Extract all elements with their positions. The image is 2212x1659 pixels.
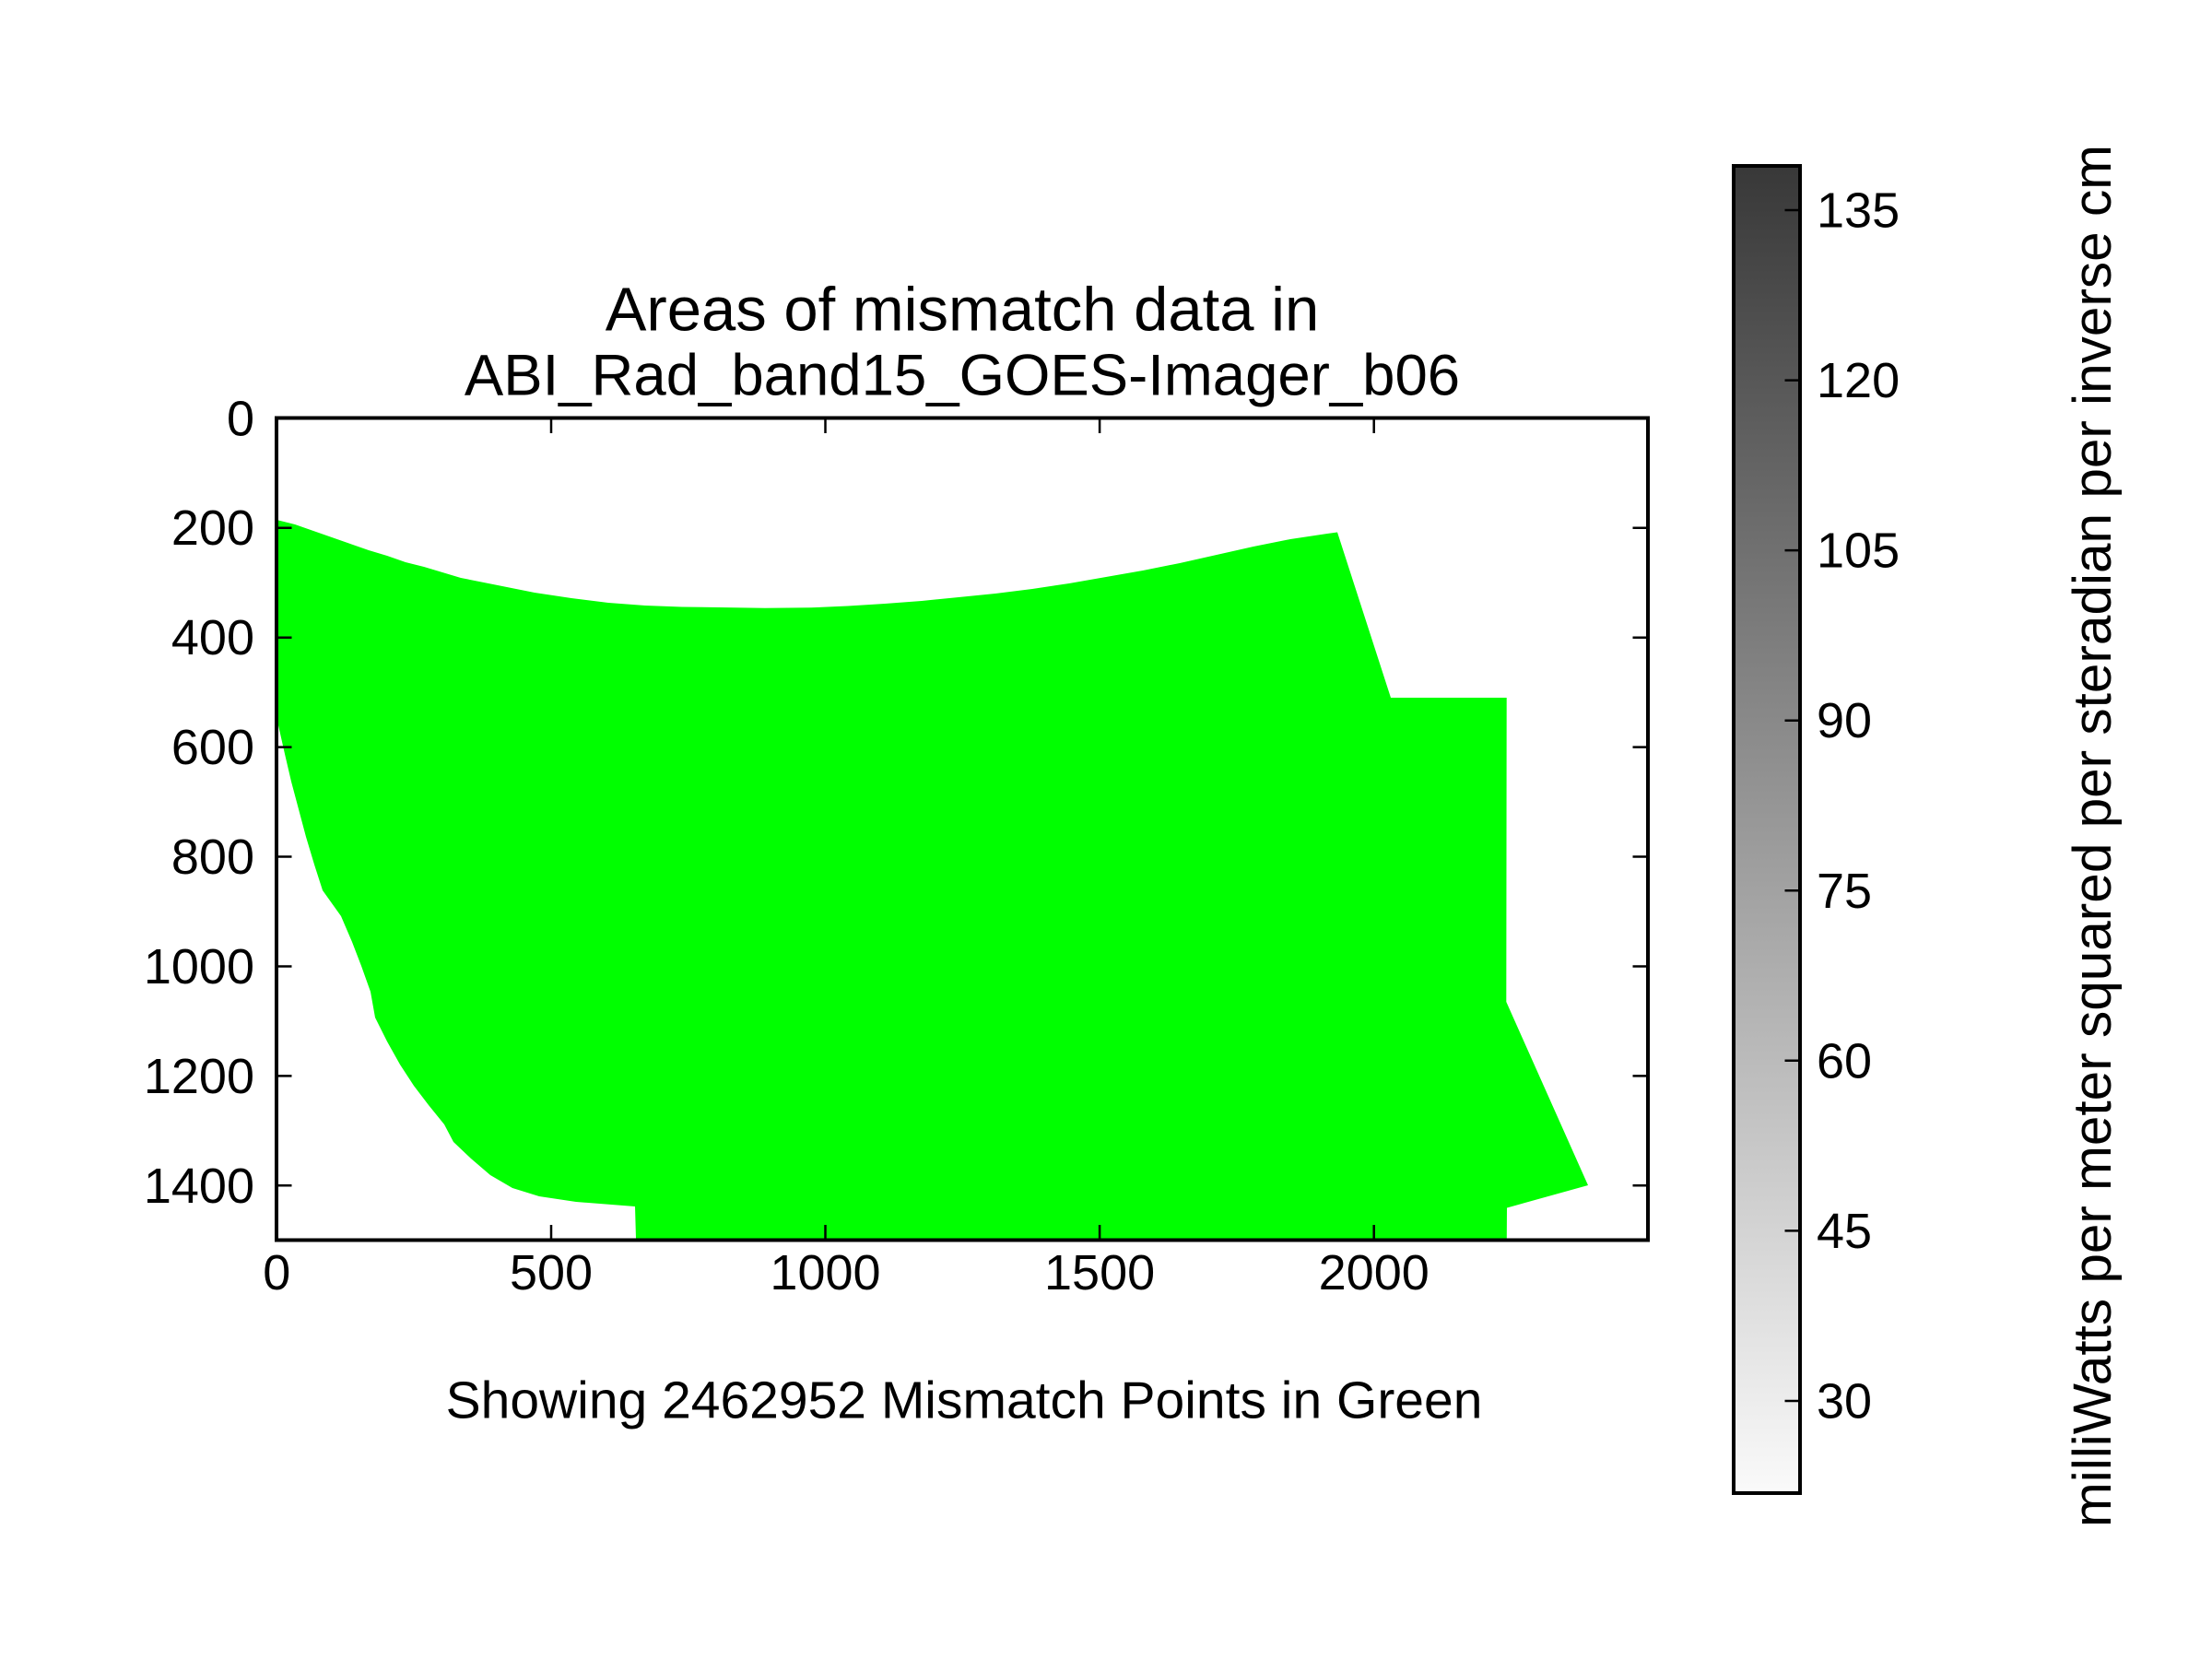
svg-text:45: 45 — [1817, 1204, 1872, 1259]
svg-text:1200: 1200 — [144, 1049, 254, 1104]
svg-text:1000: 1000 — [770, 1245, 880, 1300]
svg-text:1400: 1400 — [144, 1159, 254, 1214]
svg-text:0: 0 — [263, 1245, 290, 1300]
svg-text:1000: 1000 — [144, 939, 254, 994]
svg-text:milliWatts per meter squared p: milliWatts per meter squared per steradi… — [2063, 145, 2123, 1527]
svg-text:30: 30 — [1817, 1374, 1872, 1430]
svg-text:200: 200 — [171, 500, 254, 556]
svg-text:0: 0 — [227, 392, 254, 447]
svg-text:135: 135 — [1817, 183, 1900, 239]
svg-text:2000: 2000 — [1319, 1245, 1430, 1300]
svg-text:Areas of mismatch data in: Areas of mismatch data in — [606, 276, 1320, 345]
svg-text:60: 60 — [1817, 1033, 1872, 1088]
svg-text:400: 400 — [171, 610, 254, 665]
svg-text:ABI_Rad_band15_GOES-Imager_b06: ABI_Rad_band15_GOES-Imager_b06 — [465, 344, 1460, 408]
svg-text:75: 75 — [1817, 864, 1872, 919]
svg-text:Showing 2462952 Mismatch Point: Showing 2462952 Mismatch Points in Green — [446, 1371, 1483, 1430]
svg-text:1500: 1500 — [1044, 1245, 1155, 1300]
svg-text:120: 120 — [1817, 353, 1900, 408]
svg-text:600: 600 — [171, 720, 254, 775]
svg-text:800: 800 — [171, 830, 254, 885]
svg-text:90: 90 — [1817, 693, 1872, 748]
svg-text:105: 105 — [1817, 524, 1900, 579]
svg-text:500: 500 — [510, 1245, 593, 1300]
